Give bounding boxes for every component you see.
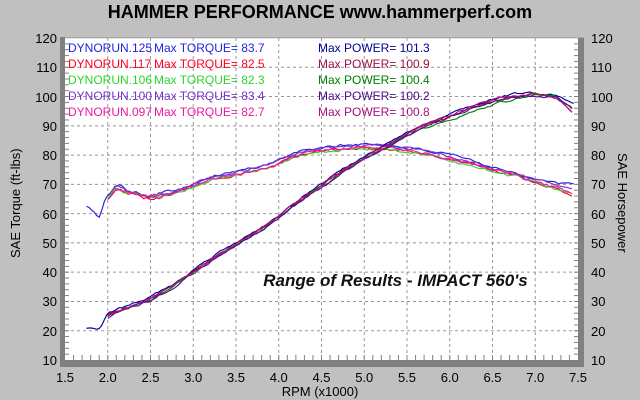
legend-run-name: DYNORUN.117 — [68, 57, 152, 71]
x-tick-label: 7.5 — [568, 370, 588, 385]
chart-annotation: Range of Results - IMPACT 560's — [263, 271, 528, 290]
plot-border-right — [578, 38, 584, 367]
y-tick-label-right: 10 — [591, 353, 606, 368]
y-tick-label-right: 100 — [591, 89, 613, 105]
legend-max-torque: Max TORQUE= 83.4 — [154, 89, 265, 103]
curve-torque — [107, 145, 573, 200]
y-tick-label-left: 30 — [42, 294, 57, 310]
y-tick-label-right: 30 — [591, 294, 606, 310]
y-tick-label-right: 120 — [591, 31, 613, 46]
y-tick-label-right: 110 — [591, 60, 612, 76]
legend-row: DYNORUN.125 Max TORQUE= 83.7 Max POWER= 10… — [68, 41, 488, 57]
y-tick-label-left: 60 — [42, 206, 57, 222]
legend-max-torque: Max TORQUE= 82.5 — [154, 57, 265, 71]
curve-torque — [107, 147, 573, 201]
y-tick-label-right: 90 — [591, 118, 606, 134]
curve-power — [107, 95, 573, 319]
legend-run-name: DYNORUN.125 — [68, 41, 153, 55]
legend-max-power: Max POWER= 100.4 — [318, 73, 430, 87]
y-tick-label-left: 90 — [42, 118, 57, 134]
legend-max-power: Max POWER= 100.8 — [318, 105, 430, 119]
page-title: HAMMER PERFORMANCE www.hammerperf.com — [107, 2, 533, 22]
x-tick-label: 5.0 — [355, 370, 374, 385]
y-tick-label-left: 40 — [42, 265, 57, 281]
legend-max-torque: Max TORQUE= 82.3 — [154, 73, 265, 87]
legend-max-torque: Max TORQUE= 83.7 — [154, 41, 265, 55]
legend-max-power: Max POWER= 100.9 — [318, 57, 430, 71]
x-tick-label: 4.5 — [312, 370, 331, 385]
x-tick-label: 6.5 — [483, 370, 502, 385]
legend-max-power: Max POWER= 101.3 — [318, 41, 430, 55]
x-tick-label: 4.0 — [269, 370, 288, 385]
legend-run-name: DYNORUN.106 — [68, 73, 153, 87]
x-tick-label: 3.0 — [184, 370, 203, 385]
x-axis-title: RPM (x1000) — [281, 384, 359, 399]
right-axis-title: SAE Horsepower — [615, 153, 630, 253]
y-tick-label-right: 80 — [591, 148, 606, 164]
plot-border-top — [65, 37, 584, 39]
y-tick-label-right: 40 — [591, 265, 606, 281]
legend-row: DYNORUN.100 Max TORQUE= 83.4 Max POWER= 10… — [68, 89, 488, 105]
x-tick-label: 2.5 — [141, 370, 160, 385]
y-tick-label-right: 70 — [591, 177, 606, 193]
x-tick-label: 2.0 — [98, 370, 117, 385]
y-tick-label-left: 50 — [42, 235, 57, 251]
y-tick-label-right: 60 — [591, 206, 606, 222]
x-tick-label: 6.0 — [440, 370, 459, 385]
legend-run-name: DYNORUN.100 — [68, 89, 153, 103]
legend-max-torque: Max TORQUE= 82.7 — [154, 105, 265, 119]
dyno-curves-canvas — [60, 37, 584, 367]
y-tick-label-right: 50 — [591, 235, 606, 251]
legend-run-name: DYNORUN.097 — [68, 105, 153, 119]
left-axis-title: SAE Torque (ft-lbs) — [8, 148, 23, 258]
x-tick-label: 1.5 — [55, 370, 75, 385]
y-tick-label-left: 110 — [36, 60, 57, 76]
legend-row: DYNORUN.106 Max TORQUE= 82.3 Max POWER= 10… — [68, 73, 488, 89]
plot-border-bottom — [60, 360, 584, 367]
y-tick-label-right: 20 — [591, 323, 606, 339]
curve-torque — [86, 142, 574, 219]
plot-border-left — [60, 37, 65, 367]
x-tick-label: 5.5 — [397, 370, 417, 385]
curve-power — [107, 92, 573, 317]
legend-row: DYNORUN.097 Max TORQUE= 82.7 Max POWER= 10… — [68, 105, 488, 121]
y-tick-label-left: 20 — [42, 323, 57, 339]
y-tick-label-left: 100 — [35, 89, 57, 105]
y-tick-label-left: 120 — [35, 31, 57, 46]
x-tick-label: 7.0 — [526, 370, 545, 385]
x-tick-label: 3.5 — [226, 370, 246, 385]
legend-row: DYNORUN.117 Max TORQUE= 82.5 Max POWER= 10… — [68, 57, 488, 73]
y-tick-label-left: 70 — [42, 177, 57, 193]
y-tick-label-left: 80 — [42, 148, 57, 164]
legend: DYNORUN.125 Max TORQUE= 83.7 Max POWER= 10… — [68, 41, 488, 121]
y-tick-label-left: 10 — [42, 353, 57, 368]
legend-max-power: Max POWER= 100.2 — [318, 89, 430, 103]
